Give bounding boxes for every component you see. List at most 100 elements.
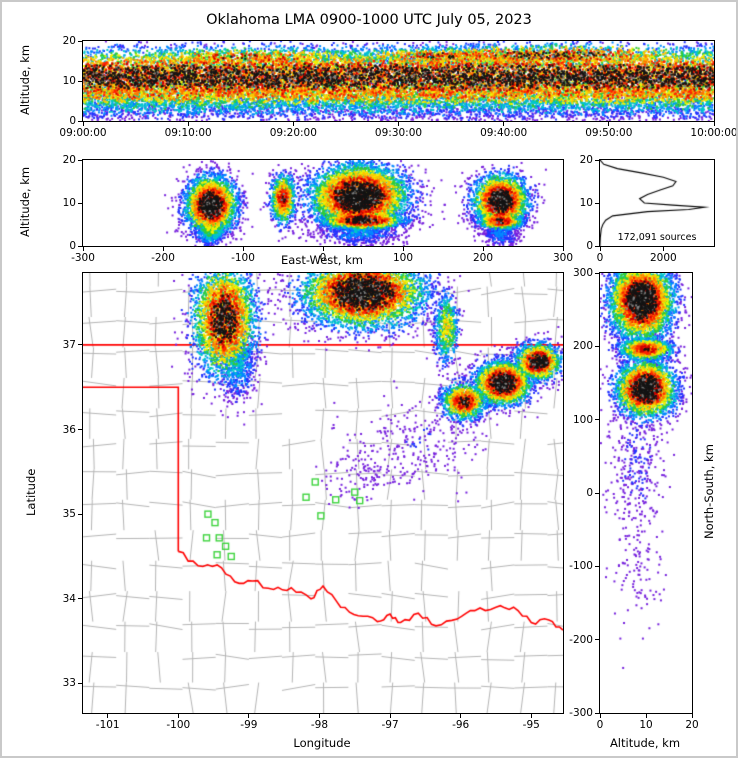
y-tick-label: 37 [62,338,76,351]
x-tick-label: 09:00:00 [59,127,107,139]
y-tick-mark [595,202,599,204]
y-tick-mark [78,513,82,515]
y-tick-label: 20 [62,35,76,47]
altitude-histogram-canvas [600,160,714,246]
y-tick-mark [78,159,82,161]
x-tick-mark [503,122,505,126]
y-tick-label: 10 [62,197,76,209]
ew-cross-section-canvas [83,160,563,246]
x-tick-label: -98 [310,719,329,731]
x-tick-label: 100 [392,252,414,264]
y-tick-label: 36 [62,423,76,436]
x-tick-mark [162,247,164,251]
x-tick-label: 200 [472,252,494,264]
x-tick-label: 2000 [649,252,677,264]
y-tick-mark [78,245,82,247]
x-tick-label: -96 [452,719,470,731]
y-tick-mark [78,202,82,204]
x-tick-label: 0 [319,252,327,264]
ns-cross-section-canvas [600,273,692,713]
x-tick-mark [460,714,462,718]
ns-ylabel: North-South, km [702,444,716,540]
ew-ylabel: Altitude, km [18,166,32,238]
y-tick-label: -300 [569,707,593,719]
x-tick-mark [645,714,647,718]
x-tick-label: 09:50:00 [585,127,633,139]
y-tick-label: 200 [572,340,593,353]
y-tick-label: 100 [572,413,593,426]
x-tick-mark [292,122,294,126]
y-tick-mark [78,40,82,42]
y-tick-label: 0 [69,115,76,127]
x-tick-mark [482,247,484,251]
y-tick-label: -200 [569,633,593,646]
ew-xlabel: East-West, km [281,253,363,267]
y-tick-mark [595,272,599,274]
x-tick-mark [82,122,84,126]
y-tick-mark [595,639,599,641]
x-tick-mark [242,247,244,251]
x-tick-label: 09:40:00 [480,127,528,139]
y-tick-mark [78,80,82,82]
x-tick-label: -300 [71,252,95,264]
x-tick-mark [599,247,601,251]
x-tick-label: 20 [685,719,699,731]
x-tick-label: 10:00:00 [690,127,738,139]
y-tick-mark [595,245,599,247]
y-tick-label: 20 [62,154,76,166]
y-tick-mark [595,712,599,714]
source-count-label: 172,091 sources [617,232,697,243]
y-tick-label: 10 [579,197,593,209]
y-tick-mark [595,419,599,421]
y-tick-label: 0 [586,240,593,252]
plan-view-map-panel: -101 -100 -99 -98 -97 -96 -95 33 34 35 36 37 [63,272,564,731]
time-height-ylabel: Altitude, km [18,44,32,116]
y-tick-label: 34 [62,592,76,605]
x-tick-label: -95 [522,719,540,731]
ns-cross-section-panel: 0 10 20 -300 -200 -100 0 100 200 300 [569,267,699,731]
y-tick-label: 20 [579,154,593,166]
y-tick-label: 300 [572,267,593,279]
y-tick-label: 35 [62,508,76,521]
y-tick-mark [78,344,82,346]
y-tick-label: 0 [586,487,593,499]
x-tick-mark [322,247,324,251]
y-tick-label: 0 [69,240,76,252]
x-tick-label: -200 [151,252,175,264]
x-tick-mark [82,247,84,251]
y-tick-mark [78,120,82,122]
x-tick-mark [398,122,399,126]
x-tick-mark [662,247,664,251]
x-tick-mark [389,714,391,718]
x-tick-mark [599,714,601,718]
y-tick-label: 33 [62,677,76,690]
x-tick-label: 0 [596,252,604,264]
x-tick-mark [691,714,693,718]
y-tick-label: 10 [62,75,76,87]
time-height-panel: 09:00:00 09:10:00 09:20:00 09:30:00 09:40:00… [59,35,736,139]
x-tick-label: -100 [231,252,255,264]
x-tick-mark [608,122,610,126]
altitude-histogram-panel: 172,091 sources 0 2000 0 10 20 [580,154,715,264]
plan-view-map-canvas [83,273,563,713]
y-tick-mark [78,682,82,684]
x-tick-label: 0 [596,719,604,731]
x-tick-label: -101 [95,719,120,731]
y-tick-mark [78,598,82,600]
map-xlabel: Longitude [293,736,351,750]
ew-cross-section-panel: -300 -200 -100 0 100 200 300 0 10 20 [63,154,573,264]
x-tick-label: 300 [552,252,574,264]
map-ylabel: Latitude [24,468,38,516]
y-tick-mark [595,565,599,567]
x-tick-label: -97 [381,719,399,731]
x-tick-mark [187,122,189,126]
x-tick-label: 09:30:00 [374,127,423,139]
x-tick-label: -99 [240,719,258,731]
x-tick-mark [107,714,109,718]
x-tick-mark [177,714,179,718]
x-tick-label: -100 [166,719,191,731]
x-tick-mark [318,714,320,718]
y-tick-mark [78,429,82,431]
x-tick-label: 09:10:00 [164,127,212,139]
